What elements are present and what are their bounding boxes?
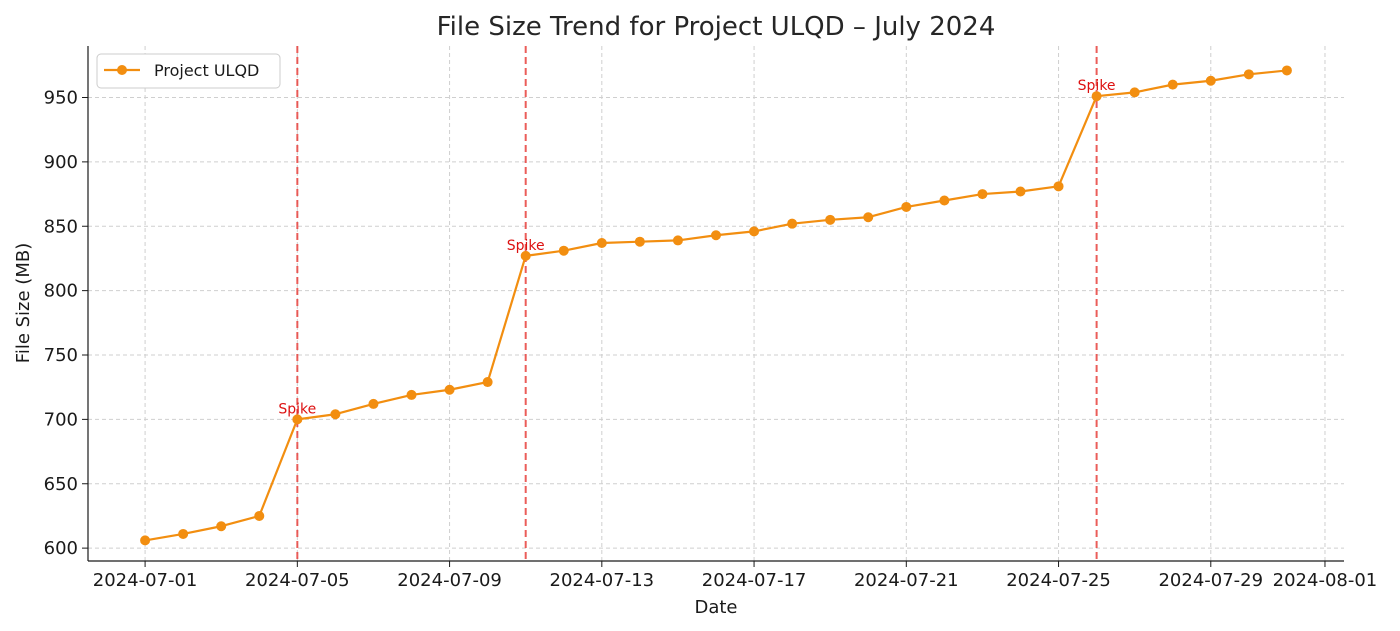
data-point [292,414,303,425]
data-point [1053,181,1064,192]
data-point [1167,79,1178,90]
data-point [863,212,874,223]
spike-annotation: Spike [1078,78,1116,94]
y-tick-label: 600 [44,538,78,559]
x-tick-label: 2024-07-05 [245,570,350,591]
data-point [444,384,455,395]
data-point [140,535,151,546]
data-point [901,201,912,212]
data-point [977,189,988,200]
data-point [482,377,493,388]
y-tick-label: 800 [44,281,78,302]
y-tick-label: 650 [44,474,78,495]
data-point [368,398,379,409]
data-point [406,389,417,400]
data-point [254,510,265,521]
y-tick-label: 850 [44,216,78,237]
x-tick-label: 2024-07-13 [550,570,655,591]
x-tick-label: 2024-08-01 [1273,570,1378,591]
data-point [1015,186,1026,197]
spike-annotation: Spike [278,401,316,417]
data-point [1091,91,1102,102]
data-point [1129,87,1140,98]
legend-label: Project ULQD [154,61,259,80]
y-tick-label: 750 [44,345,78,366]
spike-lines [296,46,1098,561]
data-point [1243,69,1254,80]
y-tick-label: 950 [44,88,78,109]
data-point [825,214,836,225]
data-point [330,409,341,420]
data-point [749,226,760,237]
data-point [787,218,798,229]
data-point [1281,65,1292,76]
data-point [672,235,683,246]
data-point [520,250,531,261]
data-point [634,236,645,247]
legend-marker-swatch [117,65,127,75]
annotations: Spike Spike Spike [278,78,1115,417]
axes: 2024-07-01 2024-07-05 2024-07-09 2024-07-13… [44,46,1378,591]
legend: Project ULQD [96,53,281,89]
legend-frame [96,53,281,89]
data-point [216,521,227,532]
data-point [939,195,950,206]
x-tick-label: 2024-07-09 [397,570,502,591]
data-point [178,528,189,539]
data-point [711,230,721,241]
data-point [558,245,569,256]
series-layer [140,65,1292,546]
spike-annotation: Spike [507,238,545,254]
y-tick-label: 700 [44,409,78,430]
chart-title: File Size Trend for Project ULQD – July … [437,12,996,42]
series-line [144,69,1288,542]
x-tick-label: 2024-07-01 [93,570,198,591]
x-tick-label: 2024-07-21 [854,570,959,591]
x-tick-label: 2024-07-17 [702,570,807,591]
x-tick-label: 2024-07-29 [1158,570,1263,591]
data-point [596,237,607,248]
y-axis-title: File Size (MB) [13,243,34,363]
y-tick-label: 900 [44,152,78,173]
x-axis-title: Date [694,597,737,618]
data-point [1205,75,1216,86]
grid [88,46,1344,561]
x-tick-label: 2024-07-25 [1006,570,1111,591]
